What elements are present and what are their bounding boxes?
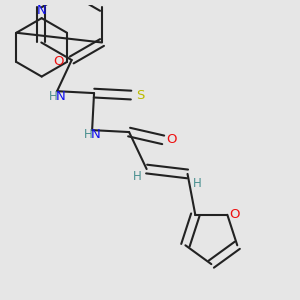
Text: N: N [56, 89, 66, 103]
Text: O: O [53, 56, 63, 68]
Text: H: H [84, 128, 93, 142]
Text: N: N [91, 128, 101, 142]
Text: H: H [133, 170, 141, 183]
Text: O: O [167, 133, 177, 146]
Text: N: N [37, 4, 46, 17]
Text: H: H [193, 177, 202, 190]
Text: O: O [229, 208, 239, 221]
Text: H: H [49, 89, 58, 103]
Text: S: S [136, 88, 145, 102]
